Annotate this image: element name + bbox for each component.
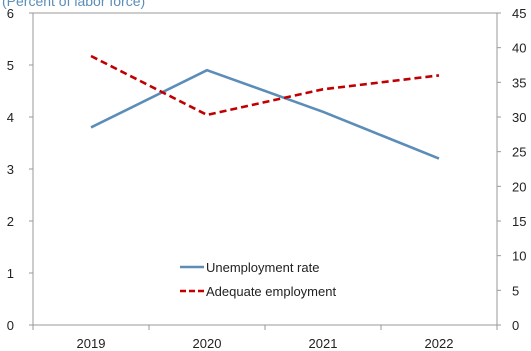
series-line-adequate-employment [90, 54, 440, 117]
plot-frame [32, 12, 498, 326]
y-axis-right: 0 5 10 15 20 25 30 35 40 45 [497, 6, 526, 333]
chart-subtitle: (Percent of labor force) [2, 0, 145, 9]
y-left-tick-label: 1 [7, 266, 14, 281]
x-tick-label: 2021 [309, 336, 338, 351]
x-tick-label: 2019 [77, 336, 106, 351]
y-right-tick-label: 45 [512, 6, 526, 21]
y-right-tick-label: 0 [512, 318, 519, 333]
y-left-tick-label: 5 [7, 58, 14, 73]
y-right-tick-label: 35 [512, 75, 526, 90]
y-left-tick-label: 6 [7, 6, 14, 21]
legend-label: Unemployment rate [206, 260, 319, 275]
y-left-tick-label: 3 [7, 162, 14, 177]
y-right-tick-label: 5 [512, 283, 519, 298]
y-right-tick-label: 40 [512, 41, 526, 56]
series-layer [90, 54, 440, 160]
y-left-tick-label: 2 [7, 214, 14, 229]
y-left-tick-label: 0 [7, 318, 14, 333]
legend: Unemployment rate Adequate employment [180, 260, 336, 299]
y-right-tick-label: 30 [512, 110, 526, 125]
x-tick-label: 2022 [425, 336, 454, 351]
x-axis: 2019 2020 2021 2022 [32, 325, 498, 351]
series-line-unemployment-rate [90, 68, 440, 160]
legend-label: Adequate employment [206, 284, 336, 299]
x-tick-label: 2020 [193, 336, 222, 351]
y-right-tick-label: 20 [512, 179, 526, 194]
y-right-tick-label: 25 [512, 145, 526, 160]
y-right-tick-label: 15 [512, 214, 526, 229]
y-right-tick-label: 10 [512, 249, 526, 264]
y-left-tick-label: 4 [7, 110, 14, 125]
y-axis-left: 0 1 2 3 4 5 6 [7, 6, 33, 333]
